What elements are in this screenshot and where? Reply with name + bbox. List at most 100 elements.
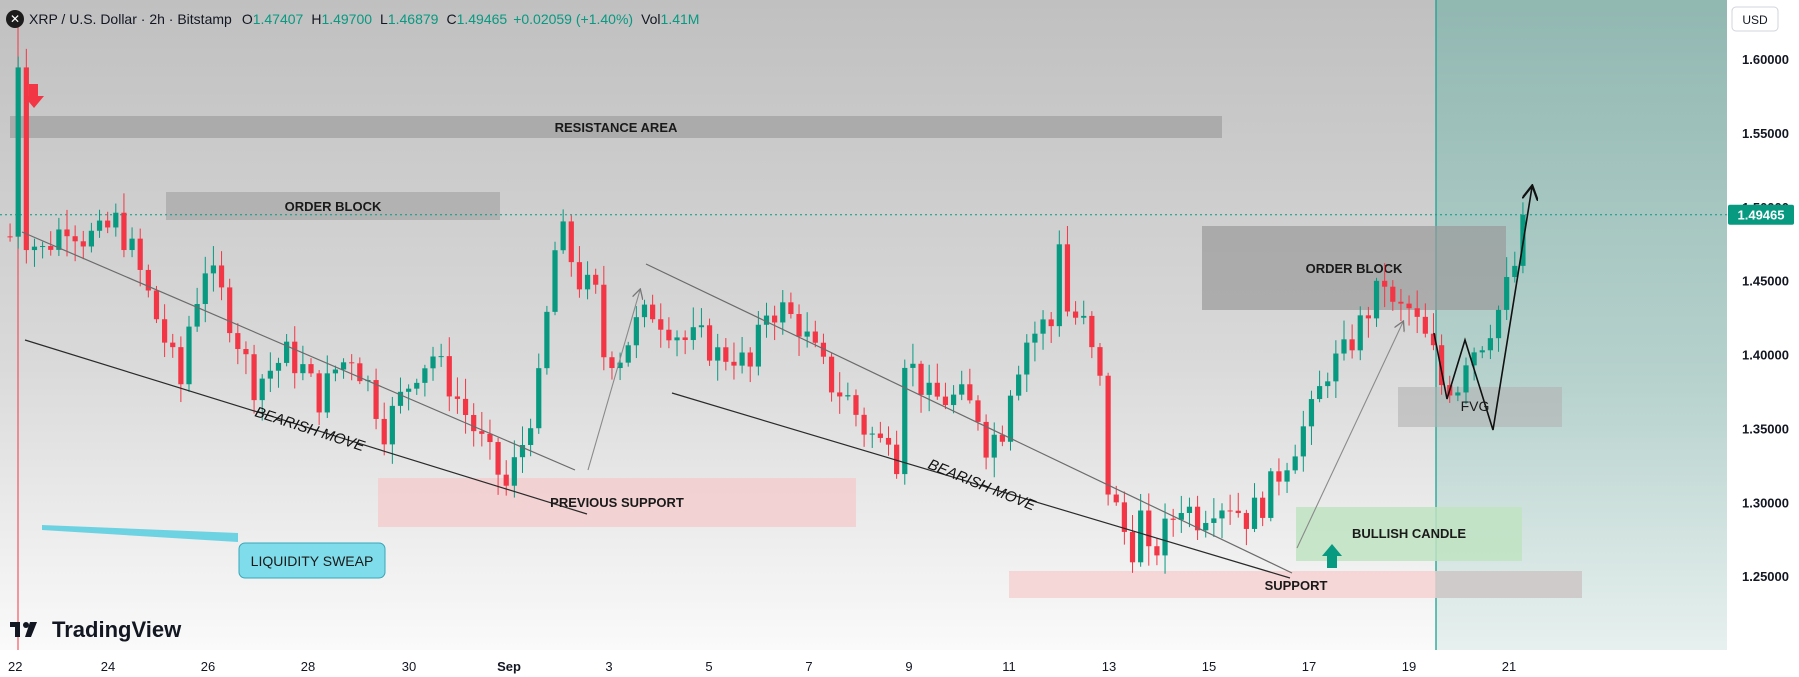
- candle-body: [1463, 365, 1469, 393]
- candle-body: [658, 319, 664, 330]
- candle-body: [609, 357, 615, 369]
- price-axis: [1727, 0, 1799, 650]
- candle-body: [186, 326, 192, 385]
- candle-body: [88, 230, 95, 247]
- candle-body: [454, 396, 461, 399]
- candle-body: [1406, 303, 1412, 309]
- candle-body: [1048, 319, 1054, 327]
- candle-body: [1390, 286, 1396, 302]
- candle-body: [1382, 280, 1388, 287]
- candle-body: [536, 368, 542, 429]
- candle-body: [1007, 395, 1014, 442]
- candle-body: [438, 356, 444, 358]
- candle-body: [885, 437, 892, 445]
- candle-body: [1203, 522, 1209, 531]
- candle-body: [1260, 497, 1266, 518]
- time-tick-label: 13: [1102, 659, 1116, 674]
- candle-body: [519, 445, 526, 458]
- volume-label: Vol: [641, 11, 661, 27]
- resistance-area-label: RESISTANCE AREA: [555, 120, 678, 135]
- currency-button[interactable]: USD: [1731, 6, 1779, 32]
- candle-body: [1194, 506, 1201, 531]
- time-axis: [0, 650, 1799, 677]
- candle-body: [1422, 316, 1428, 334]
- price-tick-label: 1.45000: [1742, 274, 1789, 289]
- time-axis-ticks: 22 24 26 28 30 Sep 3 5 7 9 11 13 15 17 19 21: [8, 659, 1516, 674]
- candle-body: [861, 414, 867, 435]
- candle-body: [788, 302, 794, 315]
- candle-body: [780, 302, 786, 323]
- candle-body: [284, 341, 290, 363]
- trend-line-upper-2: [645, 263, 1293, 574]
- projection-path: [1433, 187, 1532, 431]
- candle-body: [837, 392, 843, 397]
- candle-body: [389, 405, 395, 445]
- candle-body: [812, 331, 818, 343]
- candle-body: [23, 67, 29, 251]
- time-tick-label: 7: [805, 659, 812, 674]
- price-tick-label: 1.30000: [1742, 495, 1789, 510]
- candle-body: [999, 434, 1005, 442]
- candle-body: [406, 388, 412, 392]
- candle-body: [105, 220, 111, 228]
- time-tick-label: 9: [905, 659, 912, 674]
- candle-body: [1243, 513, 1249, 529]
- candle-body: [828, 356, 835, 393]
- candle-body: [1186, 506, 1193, 513]
- currency-button-label: USD: [1742, 13, 1768, 27]
- candle-body: [1373, 280, 1380, 319]
- candle-body: [397, 391, 404, 406]
- candle-body: [633, 317, 639, 346]
- candle-body: [1308, 399, 1315, 427]
- candle-body: [755, 324, 761, 367]
- low-value: 1.46879: [387, 11, 439, 27]
- price-axis-ticks: 1.250001.300001.350001.400001.450001.500…: [1742, 52, 1789, 584]
- candle-body: [959, 384, 965, 395]
- close-value: 1.49465: [456, 11, 508, 27]
- candle-body: [64, 229, 70, 237]
- trend-line-lower-1: [24, 339, 588, 515]
- order-block-left-label: ORDER BLOCK: [285, 199, 382, 214]
- candle-body: [487, 433, 493, 443]
- candle-body: [950, 394, 957, 406]
- time-tick-label: 5: [705, 659, 712, 674]
- candle-body: [1430, 333, 1437, 346]
- current-price-value: 1.49465: [1738, 208, 1785, 223]
- candle-body: [31, 246, 38, 251]
- candle-body: [1495, 309, 1502, 339]
- volume-value: 1.41M: [660, 11, 700, 27]
- candle-body: [820, 342, 827, 357]
- candle-body: [300, 364, 306, 374]
- candle-body: [275, 362, 282, 371]
- candle-body: [1154, 546, 1160, 556]
- candle-body: [503, 474, 509, 486]
- candle-body: [381, 418, 387, 445]
- candle-body: [650, 304, 656, 320]
- candle-body: [934, 382, 940, 397]
- price-tick-label: 1.60000: [1742, 52, 1789, 67]
- candle-body: [479, 431, 485, 434]
- candle-body: [414, 382, 420, 389]
- candle-body: [796, 314, 802, 337]
- candle-body: [153, 290, 160, 320]
- candle-body: [308, 364, 314, 374]
- candle-body: [601, 284, 607, 358]
- candle-body: [39, 246, 46, 248]
- candle-body: [1227, 510, 1233, 512]
- candle-body: [162, 319, 168, 343]
- candle-body: [1357, 315, 1363, 351]
- candle-body: [15, 67, 21, 237]
- candle-body: [975, 400, 981, 422]
- red-down-arrow-icon: [24, 84, 44, 108]
- candle-body: [7, 236, 13, 238]
- candle-body: [1072, 311, 1079, 318]
- candle-body: [1032, 333, 1038, 343]
- candle-body: [877, 433, 883, 438]
- candle-body: [902, 367, 908, 475]
- time-tick-label: 19: [1402, 659, 1416, 674]
- symbol-title[interactable]: XRP / U.S. Dollar · 2h · Bitstamp: [29, 11, 232, 27]
- tradingview-logo-icon: [10, 622, 37, 637]
- candle-body: [772, 315, 778, 323]
- low-label: L: [380, 11, 388, 27]
- candle-body: [576, 262, 583, 290]
